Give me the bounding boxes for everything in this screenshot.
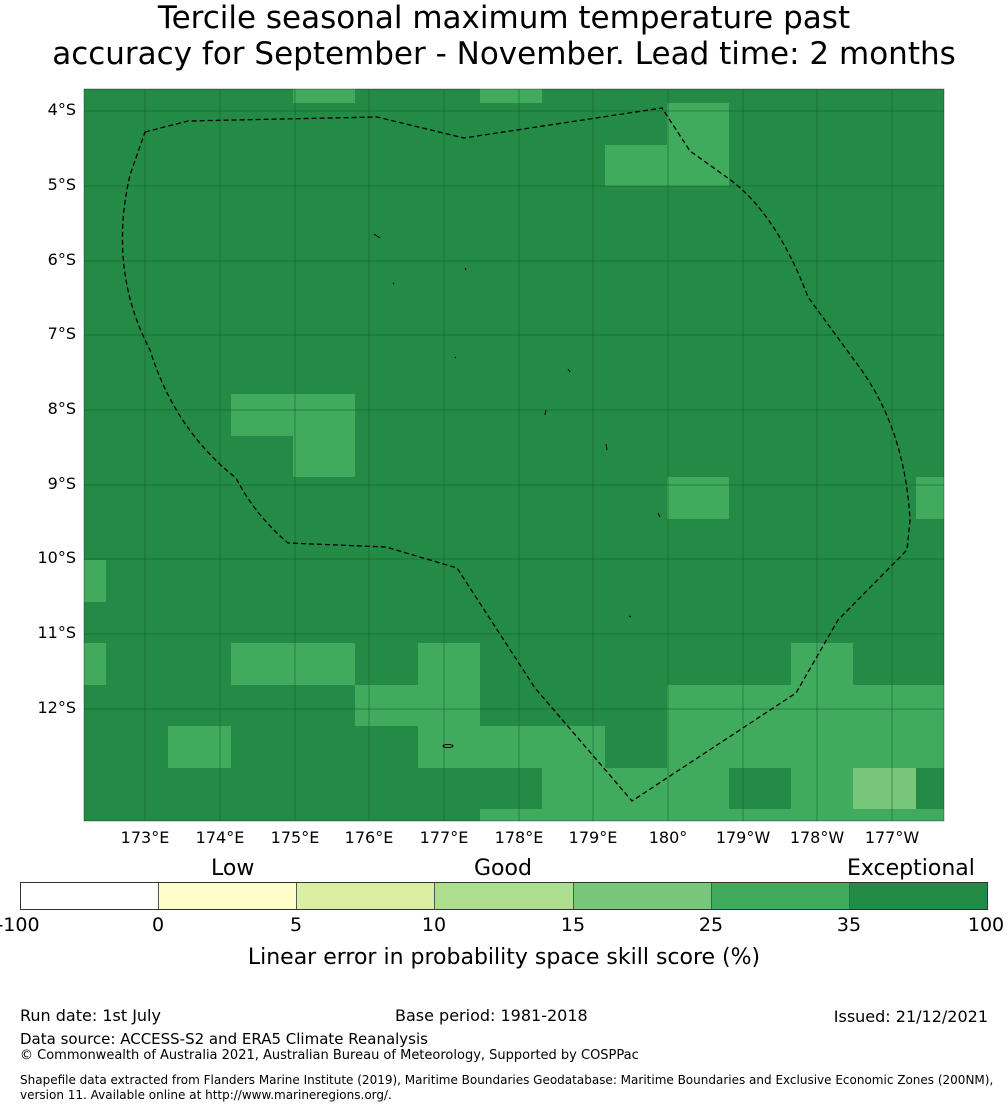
island [657,512,661,518]
gridlines [84,89,944,821]
color-bar-label: Linear error in probability space skill … [247,945,761,970]
lon-label: 177°W [864,828,920,847]
cell [729,768,791,809]
legend-category-exceptional: Exceptional [847,856,975,881]
cells-15-25 [853,768,916,809]
title-line-1: Tercile seasonal maximum temperature pas… [157,0,851,36]
shapefile-credit: Shapefile data extracted from Flanders M… [20,1073,994,1102]
color-bar-tick: -100 [0,914,40,936]
island [605,443,608,451]
island [628,615,632,618]
cell [418,643,480,685]
cell [168,726,231,768]
lat-label: 10°S [37,548,76,567]
chart-title: Tercile seasonal maximum temperature pas… [0,0,1008,72]
cell [791,768,853,809]
color-bar-segment [21,883,160,909]
cell [293,89,355,103]
cell [480,809,667,821]
lon-label: 180° [648,828,688,847]
lon-label: 173°E [120,828,170,847]
lon-label: 174°E [195,828,245,847]
cells-25-35 [84,89,944,821]
color-bar-segment [711,883,850,909]
data-source: Data source: ACCESS-S2 and ERA5 Climate … [20,1030,428,1048]
lon-label: 178°W [789,828,845,847]
color-bar-segment [435,883,574,909]
lat-label: 12°S [37,698,76,717]
lat-label: 6°S [47,250,76,269]
color-bar-tick: 35 [836,914,862,936]
color-bar-segment [573,883,712,909]
cell [84,560,106,602]
legend-category-low: Low [211,856,255,881]
cell [667,103,729,145]
skill-score-map [83,88,945,822]
color-bar-segment [297,883,436,909]
base-period: Base period: 1981-2018 [395,1006,588,1025]
color-bar-tick: 10 [421,914,447,936]
islands [373,233,661,748]
cell [84,643,106,685]
island [544,409,547,416]
eez-boundary [121,107,911,802]
cell [231,394,355,436]
cell [791,643,853,685]
cell [667,726,944,768]
color-bar [20,882,988,910]
island [454,356,457,359]
cell [231,643,355,685]
title-line-2: accuracy for September - November. Lead … [52,36,956,72]
lon-label: 179°W [715,828,771,847]
cell [480,89,542,103]
island [442,744,454,748]
map-frame [83,88,945,822]
cell [293,436,355,477]
cell [667,809,944,821]
lon-label: 177°E [419,828,469,847]
cell [355,685,480,726]
color-bar-tick: 25 [698,914,724,936]
lon-label: 179°E [568,828,618,847]
island [373,233,381,239]
cell [916,477,944,519]
lat-label: 5°S [47,175,76,194]
island [567,368,571,373]
island [392,282,395,285]
lon-label: 175°E [270,828,320,847]
lat-label: 8°S [47,399,76,418]
cell [667,768,729,809]
island [464,267,467,271]
run-date: Run date: 1st July [20,1006,161,1025]
issued-date: Issued: 21/12/2021 [833,1007,988,1026]
lat-label: 7°S [47,324,76,343]
cell [667,477,729,519]
cell [667,685,944,726]
cell [853,768,916,809]
color-bar-segment [849,883,987,909]
lon-label: 176°E [344,828,394,847]
color-bar-tick: 15 [560,914,586,936]
copyright: © Commonwealth of Australia 2021, Austra… [20,1048,639,1063]
cells-exceptional [729,768,791,809]
cell [542,768,667,809]
lat-label: 11°S [37,623,76,642]
lat-label: 4°S [47,100,76,119]
legend-category-good: Good [474,856,532,881]
cell [605,145,729,186]
color-bar-segment [159,883,298,909]
color-bar-tick: 0 [151,914,165,936]
color-bar-tick: 100 [967,914,1005,936]
lat-label: 9°S [47,474,76,493]
color-bar-tick: 5 [289,914,303,936]
lon-label: 178°E [494,828,544,847]
